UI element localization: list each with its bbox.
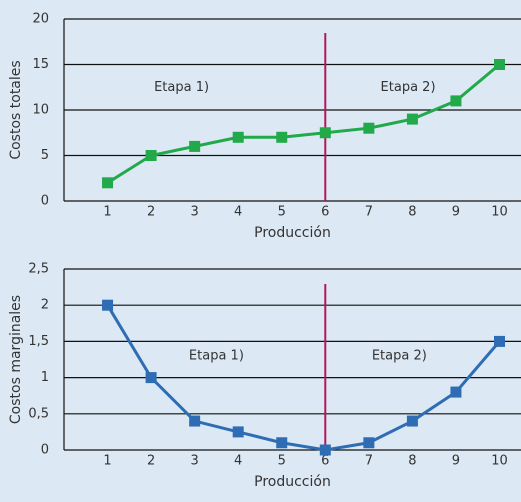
y-axis-label: Costos marginales bbox=[8, 295, 24, 424]
marker bbox=[450, 95, 462, 107]
x-axis-label: Producción bbox=[254, 225, 331, 241]
x-tick-label: 7 bbox=[365, 205, 373, 220]
marker bbox=[102, 177, 114, 189]
x-tick-label: 8 bbox=[408, 454, 416, 469]
marker bbox=[406, 113, 418, 125]
marker bbox=[232, 131, 244, 143]
marker bbox=[363, 437, 375, 449]
x-tick-label: 10 bbox=[491, 454, 508, 469]
y-axis-label: Costos totales bbox=[8, 60, 24, 159]
annotation: Etapa 2) bbox=[381, 80, 436, 95]
annotation: Etapa 1) bbox=[189, 348, 244, 363]
marker bbox=[319, 127, 331, 139]
y-tick-label: 20 bbox=[32, 12, 49, 27]
x-tick-label: 6 bbox=[321, 205, 329, 220]
annotation: Etapa 1) bbox=[154, 80, 209, 95]
y-tick-label: 15 bbox=[32, 57, 49, 72]
x-tick-label: 6 bbox=[321, 454, 329, 469]
marker bbox=[145, 150, 157, 161]
x-tick-label: 4 bbox=[234, 205, 242, 220]
x-tick-label: 2 bbox=[147, 205, 155, 220]
marker bbox=[319, 444, 331, 456]
y-tick-label: 5 bbox=[41, 148, 49, 163]
marker bbox=[102, 299, 114, 311]
marker bbox=[363, 122, 375, 134]
marker bbox=[232, 426, 244, 438]
x-tick-label: 3 bbox=[191, 205, 199, 220]
y-tick-label: 10 bbox=[32, 103, 49, 118]
y-tick-label: 2,5 bbox=[28, 262, 49, 277]
x-axis-label: Producción bbox=[254, 474, 331, 490]
y-tick-label: 1,5 bbox=[28, 334, 49, 349]
x-tick-label: 7 bbox=[365, 454, 373, 469]
x-tick-label: 8 bbox=[408, 205, 416, 220]
marker bbox=[189, 415, 201, 427]
y-tick-label: 1 bbox=[41, 370, 49, 385]
marker bbox=[450, 386, 462, 398]
annotation: Etapa 2) bbox=[372, 348, 427, 363]
x-tick-label: 1 bbox=[103, 205, 111, 220]
y-tick-label: 2 bbox=[41, 298, 49, 313]
marker bbox=[494, 335, 505, 347]
x-tick-label: 10 bbox=[491, 205, 508, 220]
y-tick-label: 0 bbox=[41, 443, 49, 458]
x-tick-label: 5 bbox=[278, 454, 286, 469]
marker bbox=[145, 372, 157, 384]
x-tick-label: 5 bbox=[278, 205, 286, 220]
x-tick-label: 2 bbox=[147, 454, 155, 469]
x-tick-label: 3 bbox=[191, 454, 199, 469]
marker bbox=[189, 140, 201, 152]
marker bbox=[406, 415, 418, 427]
line bbox=[106, 304, 501, 452]
x-tick-label: 9 bbox=[452, 205, 460, 220]
x-tick-label: 9 bbox=[452, 454, 460, 469]
x-tick-label: 1 bbox=[103, 454, 111, 469]
line bbox=[106, 63, 501, 185]
x-tick-label: 4 bbox=[234, 454, 242, 469]
y-tick-label: 0,5 bbox=[28, 406, 49, 421]
marker bbox=[276, 437, 288, 449]
y-tick-label: 0 bbox=[41, 194, 49, 209]
marker bbox=[276, 131, 288, 143]
marker bbox=[494, 59, 505, 70]
